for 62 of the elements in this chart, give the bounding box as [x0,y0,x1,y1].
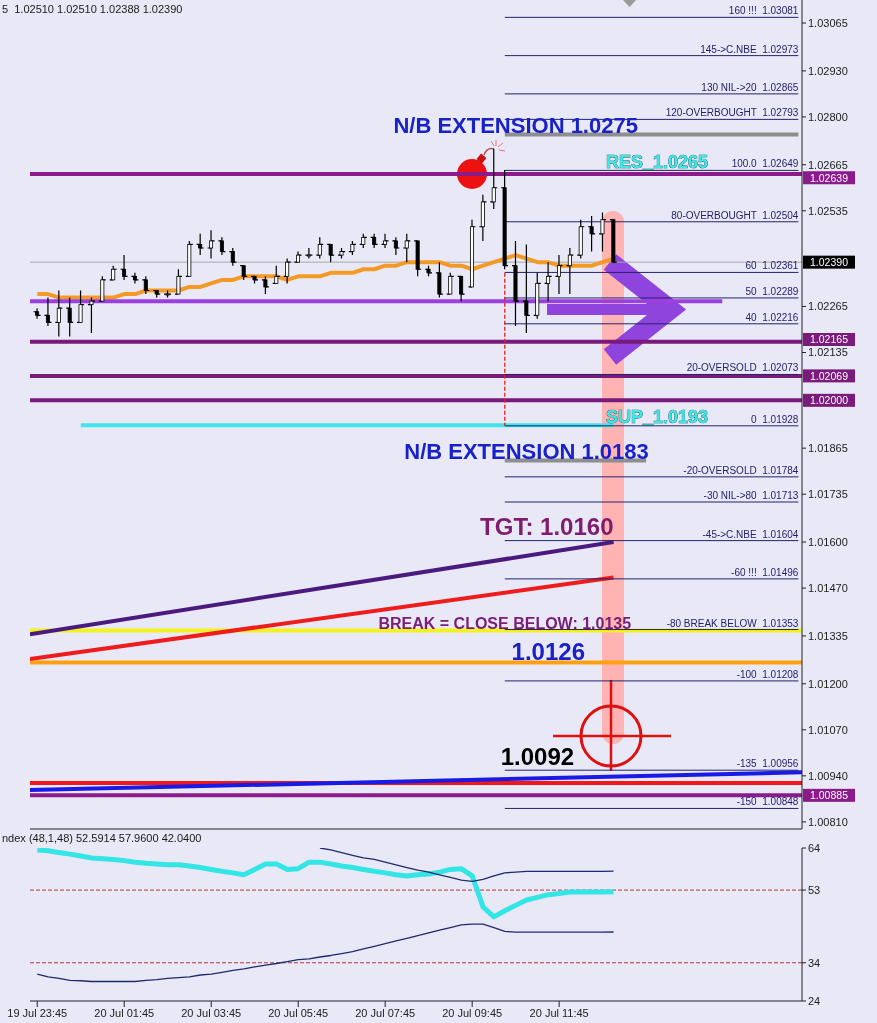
series-label: 60 1.02361 [745,260,799,272]
annotation: BREAK = CLOSE BELOW: 1.0135 [378,614,632,632]
y-tick-label: 1.01470 [808,582,848,594]
annotation: 5 1.02510 1.02510 1.02388 1.02390 [2,3,183,16]
y-tick-label: 24 [808,994,821,1007]
y-tick-label: 64 [808,841,821,854]
series-label: 160 !!! 1.03081 [728,5,799,17]
series-label: 80-OVERBOUGHT 1.02504 [671,209,799,221]
series-label: -60 !!! 1.01496 [731,566,799,578]
annotation: N/B EXTENSION 1.0275 [393,112,638,138]
ref-line-label: 1.02639 [810,171,849,184]
x-tick-label: 20 Jul 01:45 [94,1006,155,1019]
y-tick-label: 1.02800 [808,110,848,123]
annotation: SUP_1.0193 [605,407,709,428]
y-tick-label: 1.01600 [808,535,848,548]
y-tick-label: 1.01865 [808,442,848,455]
annotation: RES_1.0265 [605,152,709,173]
y-tick-label: 1.02265 [808,300,848,313]
x-tick-label: 20 Jul 05:45 [268,1006,329,1019]
series-label: 145->C.NBE 1.02973 [700,43,799,55]
series-label: 50 1.02289 [745,285,799,297]
annotation: 1.0126 [511,638,585,666]
series-label: 40 1.02216 [745,311,799,323]
y-tick-label: 1.01735 [808,488,848,501]
annotation: TGT: 1.0160 [480,513,614,541]
ref-line-label: 1.00885 [810,789,849,802]
ref-line-label: 1.02165 [810,333,849,346]
y-tick-label: 53 [808,883,821,896]
x-tick-label: 20 Jul 11:45 [529,1006,589,1019]
y-tick-label: 1.02535 [808,204,848,217]
y-tick-label: 1.01070 [808,723,848,736]
series-label: -135 1.00956 [736,758,799,770]
y-tick-label: 1.02135 [808,346,848,359]
x-tick-label: 20 Jul 03:45 [181,1006,242,1019]
y-tick-label: 1.02665 [808,158,848,171]
text: ndex (48,1,48) 52.5914 57.9600 42.0400 [2,832,202,845]
series-label: -30 NIL->80 1.01713 [703,490,799,502]
y-tick-label: 1.01200 [808,677,848,690]
series-label: 0 1.01928 [751,413,799,425]
y-tick-label: 34 [808,956,821,969]
y-tick-label: 1.01335 [808,629,848,642]
annotation: 1.0092 [500,742,575,770]
ref-line-label: 1.02390 [810,255,849,268]
x-tick-label: 19 Jul 23:45 [7,1006,68,1019]
series-label: 100.0 1.02649 [731,158,799,170]
x-tick-label: 20 Jul 09:45 [442,1006,503,1019]
y-tick-label: 1.02930 [808,64,848,77]
y-tick-label: 1.00810 [808,815,848,828]
x-tick-label: 20 Jul 07:45 [355,1006,416,1019]
series-label: -20-OVERSOLD 1.01784 [683,464,799,476]
series-label: -150 1.00848 [736,796,799,808]
ref-line-label: 1.02069 [810,369,849,382]
y-tick-label: 1.00940 [808,769,848,782]
series-label: 120-OVERBOUGHT 1.02793 [665,107,799,119]
annotation: N/B EXTENSION 1.0183 [404,438,649,464]
ref-line-label: 1.02000 [810,394,849,407]
series-label: 20-OVERSOLD 1.02073 [686,362,799,374]
y-tick-label: 1.03065 [808,16,848,29]
series-label: 130 NIL->20 1.02865 [701,81,799,93]
series-label: -80 BREAK BELOW 1.01353 [666,617,799,629]
series-label: -100 1.01208 [736,668,799,680]
series-label: -45->C.NBE 1.01604 [702,528,799,540]
